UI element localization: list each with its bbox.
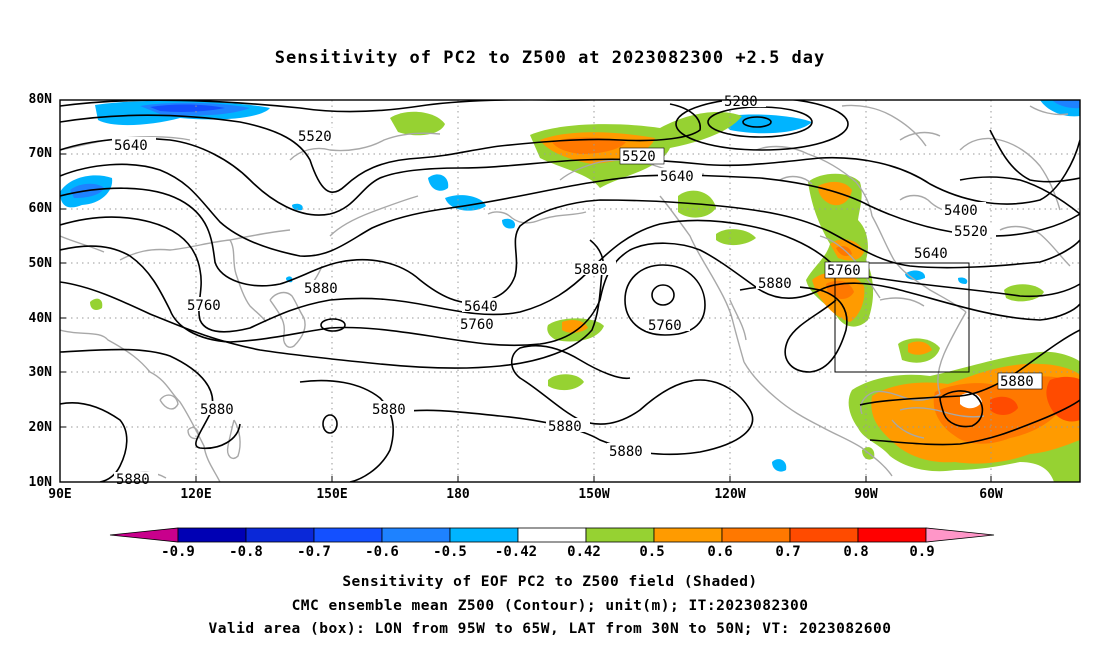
colorbar-swatch [177,527,247,543]
contour-label: 5760 [827,263,861,279]
lon-label-60w: 60W [979,487,1003,502]
colorbar-label: -0.7 [297,544,331,560]
lat-label-10n: 10N [28,475,52,490]
caption-line-3: Valid area (box): LON from 95W to 65W, L… [208,621,892,637]
contour-label: 5520 [954,224,988,240]
colorbar-label: 0.6 [707,544,733,560]
contour-label: 5280 [724,94,758,110]
caption-line-2: CMC ensemble mean Z500 (Contour); unit(m… [291,598,809,614]
lat-label-60n: 60N [28,201,52,216]
colorbar-label: -0.42 [494,544,538,560]
caption-line-1: Sensitivity of EOF PC2 to Z500 field (Sh… [342,574,758,590]
colorbar [109,527,995,543]
colorbar-swatch [517,527,587,543]
contour-label: 5880 [116,472,150,488]
colorbar-low-triangle [109,527,179,543]
contour-label: 5880 [609,444,643,460]
lat-label-20n: 20N [28,420,52,435]
contour-label: 5640 [914,246,948,262]
valid-area-box [834,262,970,373]
map-title: Sensitivity of PC2 to Z500 at 2023082300… [274,48,826,68]
contour-label: 5880 [304,281,338,297]
lon-label-120e: 120E [180,487,212,502]
lon-label-150w: 150W [578,487,610,502]
colorbar-label: -0.9 [161,544,195,560]
axis-ticks [60,99,992,482]
colorbar-swatch [245,527,315,543]
colorbar-swatch [789,527,859,543]
contour-label: 5400 [944,203,978,219]
colorbar-swatch [313,527,383,543]
colorbar-label: -0.6 [365,544,399,560]
lon-label-150e: 150E [316,487,348,502]
colorbar-swatch [381,527,451,543]
contour-label: 5760 [187,298,221,314]
colorbar-swatch [653,527,723,543]
lon-label-180: 180 [446,487,470,502]
contour-labels: 5280 5520 5640 5520 5640 5400 5520 5640 … [112,93,1043,488]
lat-label-30n: 30N [28,365,52,380]
colorbar-label: -0.5 [433,544,467,560]
colorbar-label: 0.42 [567,544,601,560]
contour-label: 5640 [464,299,498,315]
lat-label-40n: 40N [28,311,52,326]
colorbar-label: 0.8 [843,544,869,560]
colorbar-swatch [721,527,791,543]
lat-label-80n: 80N [28,92,52,107]
lon-label-90w: 90W [854,487,878,502]
colorbar-label: 0.7 [775,544,801,560]
lat-label-50n: 50N [28,256,52,271]
lat-label-70n: 70N [28,146,52,161]
contour-label: 5760 [648,318,682,334]
contour-label: 5760 [460,317,494,333]
contour-label: 5880 [1000,374,1034,390]
colorbar-swatch [857,527,927,543]
contour-label: 5640 [114,138,148,154]
contour-label: 5520 [298,129,332,145]
contour-label: 5880 [574,262,608,278]
lon-label-90e: 90E [48,487,72,502]
map-frame [59,99,1081,483]
contour-label: 5880 [758,276,792,292]
contour-label: 5880 [200,402,234,418]
colorbar-swatch [585,527,655,543]
colorbar-label: 0.5 [639,544,665,560]
colorbar-label: -0.8 [229,544,263,560]
colorbar-high-triangle [925,527,995,543]
colorbar-swatch [449,527,519,543]
contour-label: 5520 [622,149,656,165]
lon-label-120w: 120W [714,487,746,502]
contour-label: 5880 [372,402,406,418]
colorbar-label: 0.9 [909,544,935,560]
contour-lines [60,100,1080,482]
contour-label: 5880 [548,419,582,435]
contour-label: 5640 [660,169,694,185]
